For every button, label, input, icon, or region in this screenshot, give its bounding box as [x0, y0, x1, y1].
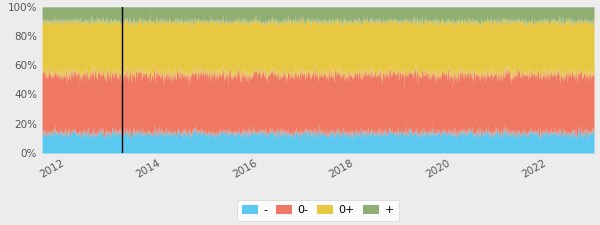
Legend: -, 0-, 0+, +: -, 0-, 0+, + — [236, 200, 400, 221]
